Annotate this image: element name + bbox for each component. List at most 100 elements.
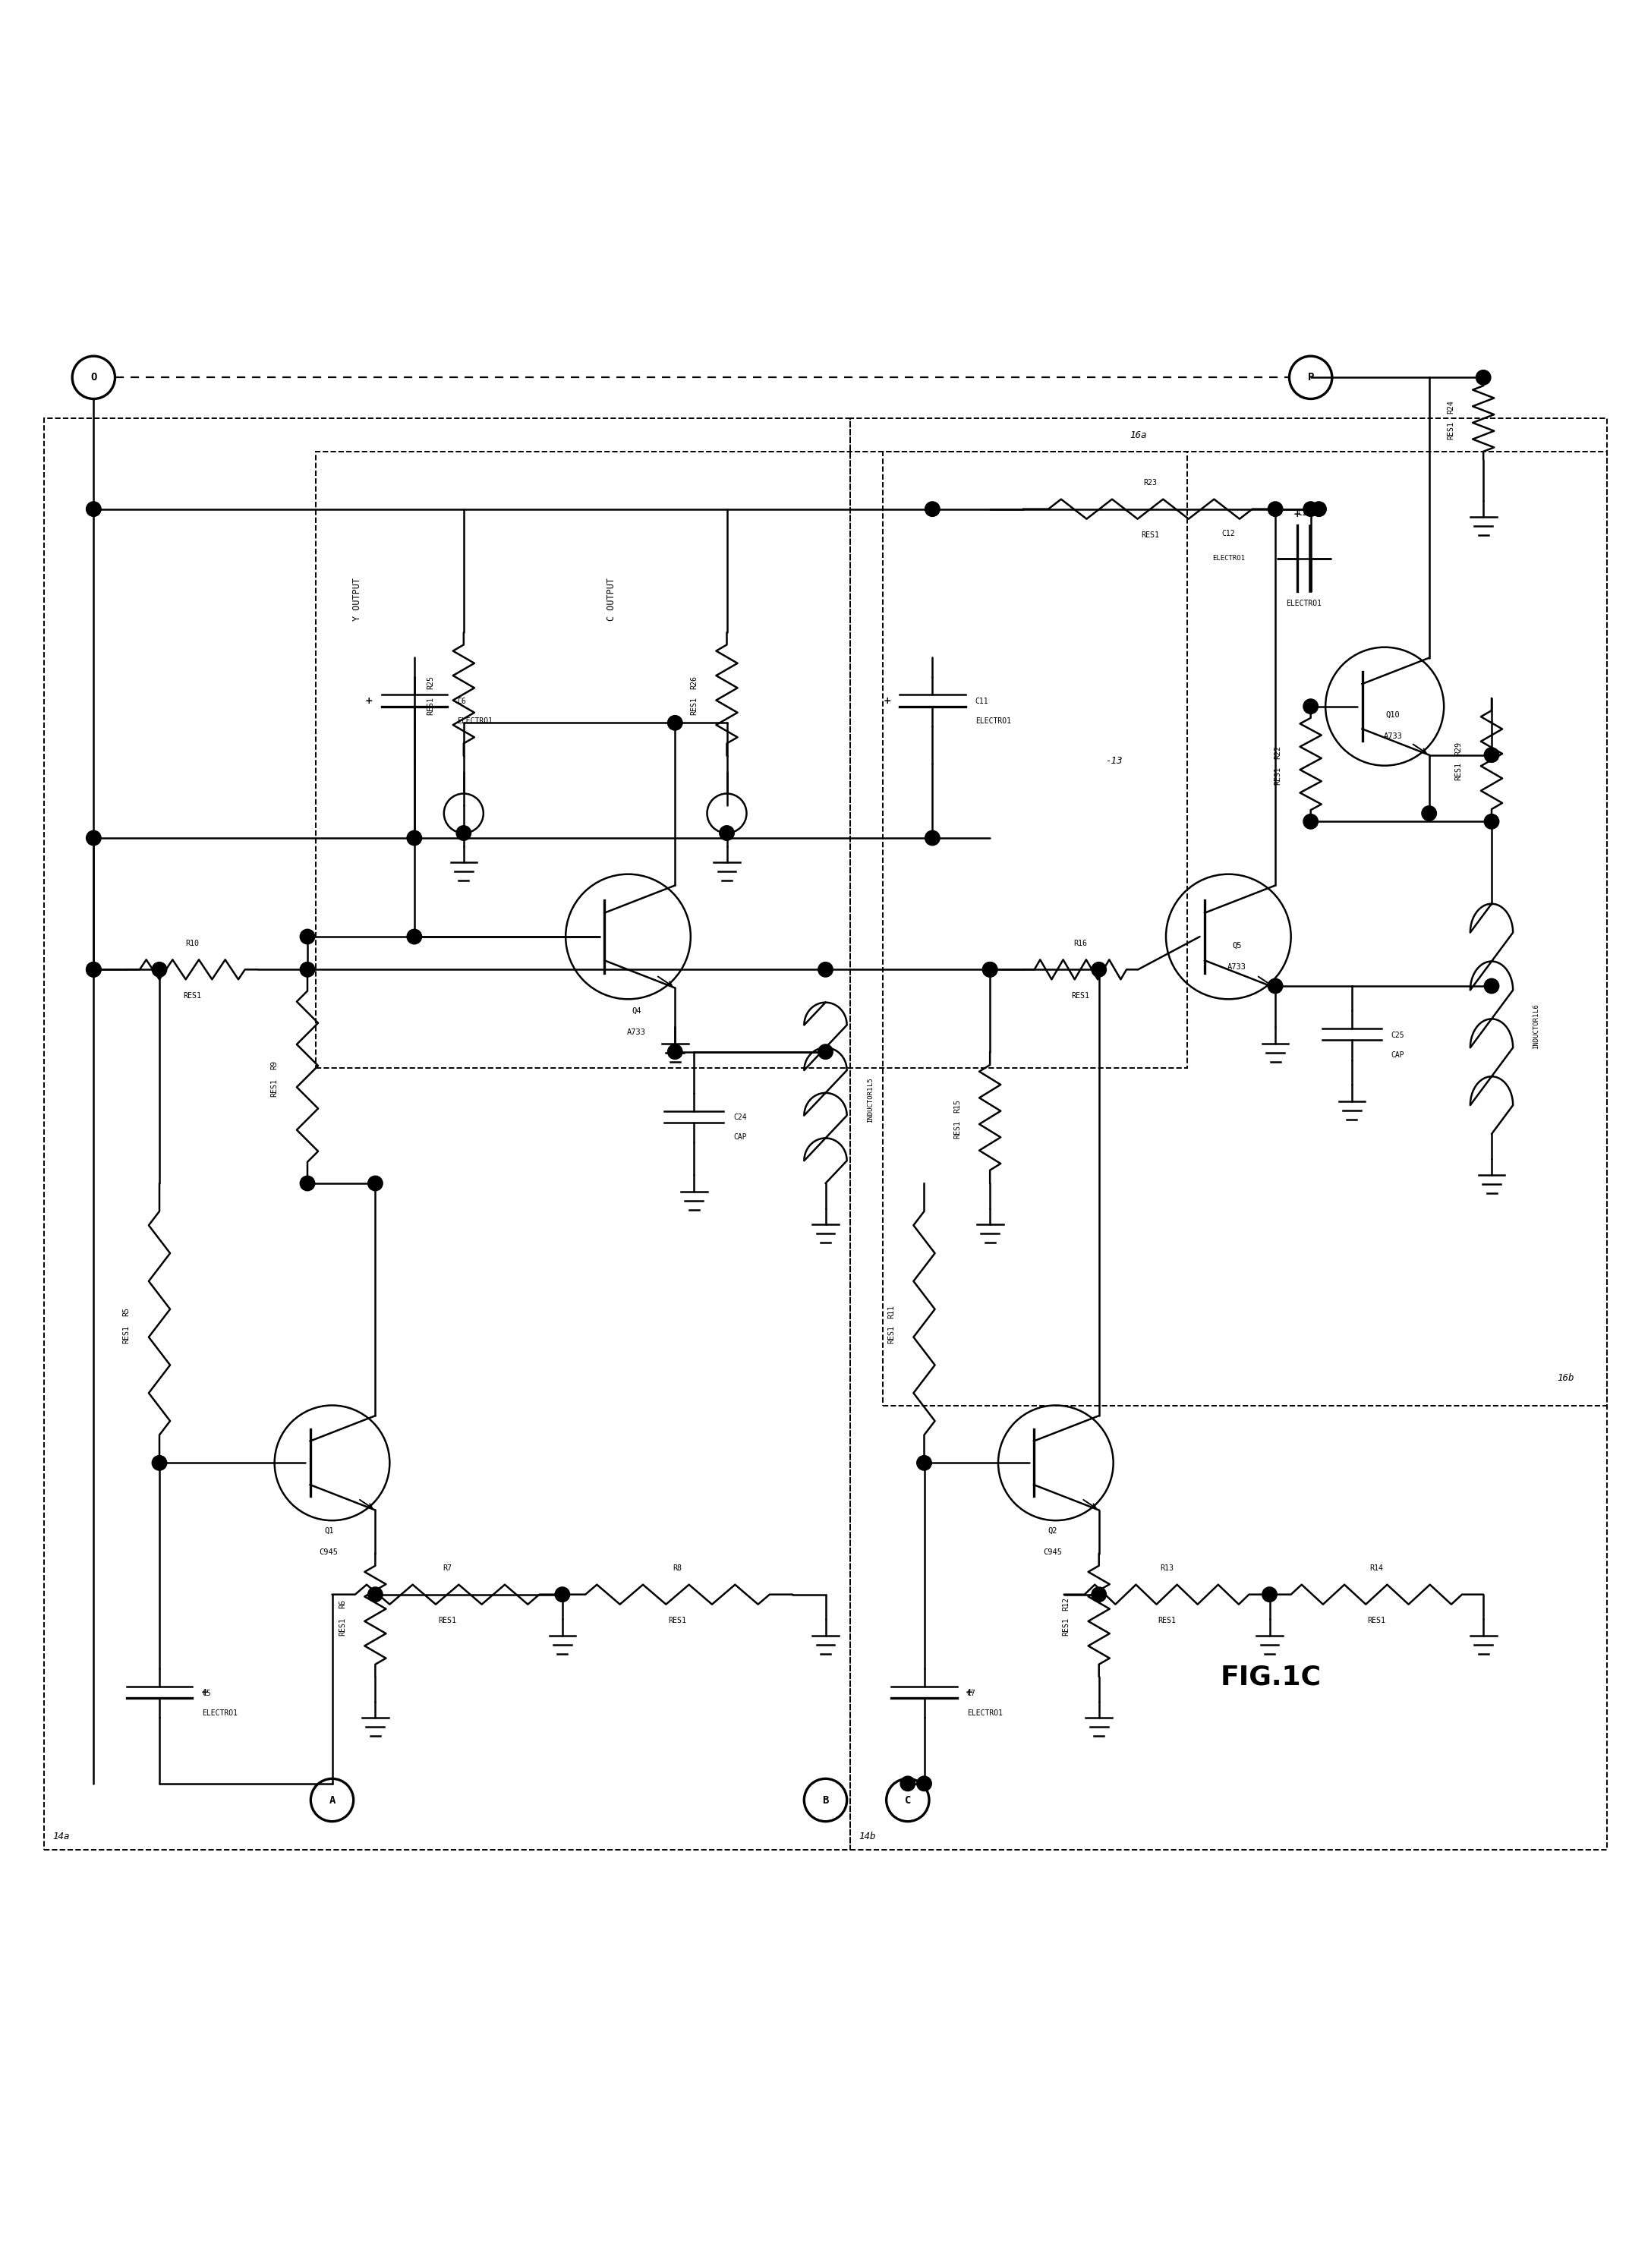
Text: RES1: RES1 <box>669 1617 687 1624</box>
Circle shape <box>916 1456 931 1470</box>
Text: C11: C11 <box>976 699 989 705</box>
Text: C25: C25 <box>1392 1032 1405 1039</box>
Text: Q4: Q4 <box>632 1007 641 1016</box>
Text: 16b: 16b <box>1557 1372 1573 1383</box>
Text: L5: L5 <box>867 1077 873 1086</box>
Text: C5: C5 <box>201 1690 211 1696</box>
Text: A733: A733 <box>1384 733 1402 739</box>
Circle shape <box>368 1588 383 1601</box>
Text: O: O <box>91 372 97 383</box>
Circle shape <box>406 930 421 943</box>
Text: INDUCTOR1: INDUCTOR1 <box>1532 1012 1539 1048</box>
Text: ELECTRO1: ELECTRO1 <box>457 717 492 726</box>
Text: RES1: RES1 <box>1455 762 1463 780</box>
Circle shape <box>1484 814 1499 828</box>
Circle shape <box>667 1043 682 1059</box>
Text: ELECTRO1: ELECTRO1 <box>967 1710 1002 1717</box>
Text: +: + <box>966 1687 974 1696</box>
Text: 14a: 14a <box>53 1830 69 1842</box>
Text: C12: C12 <box>1298 510 1311 517</box>
Text: RES1: RES1 <box>428 696 434 714</box>
Text: Q1: Q1 <box>324 1526 334 1535</box>
Text: R24: R24 <box>1446 399 1455 415</box>
Circle shape <box>1261 1588 1276 1601</box>
Text: R13: R13 <box>1161 1565 1174 1572</box>
Text: RES1: RES1 <box>690 696 698 714</box>
Text: C945: C945 <box>319 1549 338 1556</box>
Circle shape <box>925 501 939 517</box>
Circle shape <box>1091 962 1106 978</box>
Circle shape <box>1476 370 1491 386</box>
Text: B: B <box>822 1794 829 1805</box>
Text: R29: R29 <box>1455 742 1463 755</box>
Text: -13: -13 <box>1105 758 1123 767</box>
Circle shape <box>1268 501 1283 517</box>
Text: C12: C12 <box>1222 531 1235 538</box>
Text: CAP: CAP <box>1392 1052 1405 1059</box>
Text: R22: R22 <box>1275 746 1281 760</box>
Circle shape <box>982 962 997 978</box>
Text: C OUTPUT: C OUTPUT <box>608 578 616 621</box>
Circle shape <box>916 1776 931 1792</box>
Circle shape <box>1484 748 1499 762</box>
Text: R11: R11 <box>888 1304 895 1318</box>
Circle shape <box>300 962 315 978</box>
Text: A733: A733 <box>627 1030 646 1036</box>
Text: RES1: RES1 <box>1062 1617 1070 1635</box>
Bar <box>850 420 1606 1848</box>
Text: L6: L6 <box>1532 1002 1539 1012</box>
Text: P: P <box>1308 372 1314 383</box>
Text: R9: R9 <box>271 1061 279 1070</box>
Text: RES1: RES1 <box>1157 1617 1176 1624</box>
Circle shape <box>1268 978 1283 993</box>
Circle shape <box>1303 501 1317 517</box>
Text: R14: R14 <box>1370 1565 1384 1572</box>
Text: CAP: CAP <box>733 1134 746 1141</box>
Text: C6: C6 <box>457 699 466 705</box>
Text: RES1: RES1 <box>1275 767 1281 785</box>
Circle shape <box>819 1043 832 1059</box>
Text: C7: C7 <box>967 1690 976 1696</box>
Circle shape <box>1303 814 1317 828</box>
Text: ELECTRO1: ELECTRO1 <box>976 717 1010 726</box>
Text: R10: R10 <box>185 939 200 948</box>
Text: R26: R26 <box>690 676 698 689</box>
Circle shape <box>555 1588 570 1601</box>
Text: RES1: RES1 <box>122 1325 130 1343</box>
Circle shape <box>982 962 997 978</box>
Text: +: + <box>1293 508 1301 519</box>
Circle shape <box>1311 501 1326 517</box>
Text: RES1: RES1 <box>1071 991 1090 1000</box>
Text: ELECTRO1: ELECTRO1 <box>201 1710 238 1717</box>
Circle shape <box>300 1175 315 1191</box>
Text: 14b: 14b <box>859 1830 875 1842</box>
Text: INDUCTOR1: INDUCTOR1 <box>867 1086 873 1123</box>
Circle shape <box>1422 805 1436 821</box>
Text: R16: R16 <box>1073 939 1088 948</box>
Text: R12: R12 <box>1062 1597 1070 1610</box>
Text: R8: R8 <box>674 1565 682 1572</box>
Text: R7: R7 <box>442 1565 452 1572</box>
Text: R6: R6 <box>338 1599 347 1608</box>
Text: R15: R15 <box>953 1100 961 1114</box>
Text: ELECTRO1: ELECTRO1 <box>1286 599 1322 608</box>
Circle shape <box>720 826 735 841</box>
Bar <box>883 451 1606 1406</box>
Circle shape <box>152 962 167 978</box>
Text: RES1: RES1 <box>338 1617 347 1635</box>
Circle shape <box>152 1456 167 1470</box>
Text: C24: C24 <box>733 1114 746 1120</box>
Circle shape <box>1484 978 1499 993</box>
Circle shape <box>406 830 421 846</box>
Text: RES1: RES1 <box>888 1325 895 1343</box>
Circle shape <box>1091 1588 1106 1601</box>
Circle shape <box>86 830 101 846</box>
Text: C945: C945 <box>1043 1549 1062 1556</box>
Text: C: C <box>905 1794 911 1805</box>
Bar <box>315 451 1187 1068</box>
Text: R5: R5 <box>122 1306 130 1315</box>
Text: RES1: RES1 <box>183 991 201 1000</box>
Circle shape <box>1303 699 1317 714</box>
Text: A733: A733 <box>1227 964 1247 971</box>
Text: RES1: RES1 <box>438 1617 456 1624</box>
